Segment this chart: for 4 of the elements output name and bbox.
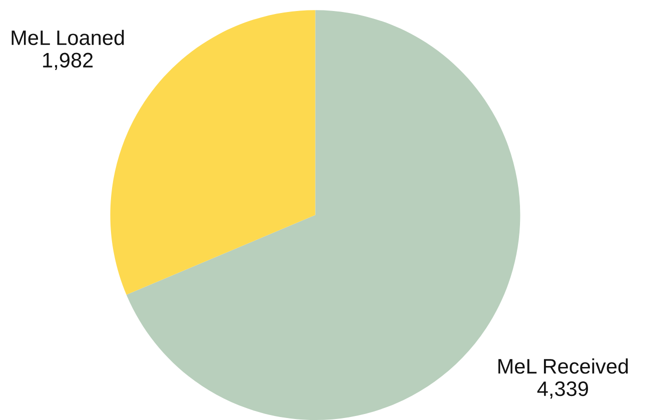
data-label: 1,982 <box>43 52 93 70</box>
data-label: 4,339 <box>537 381 588 399</box>
slice-label: MeL Loaned <box>12 30 124 46</box>
slice-label: MeL Received <box>498 358 628 374</box>
